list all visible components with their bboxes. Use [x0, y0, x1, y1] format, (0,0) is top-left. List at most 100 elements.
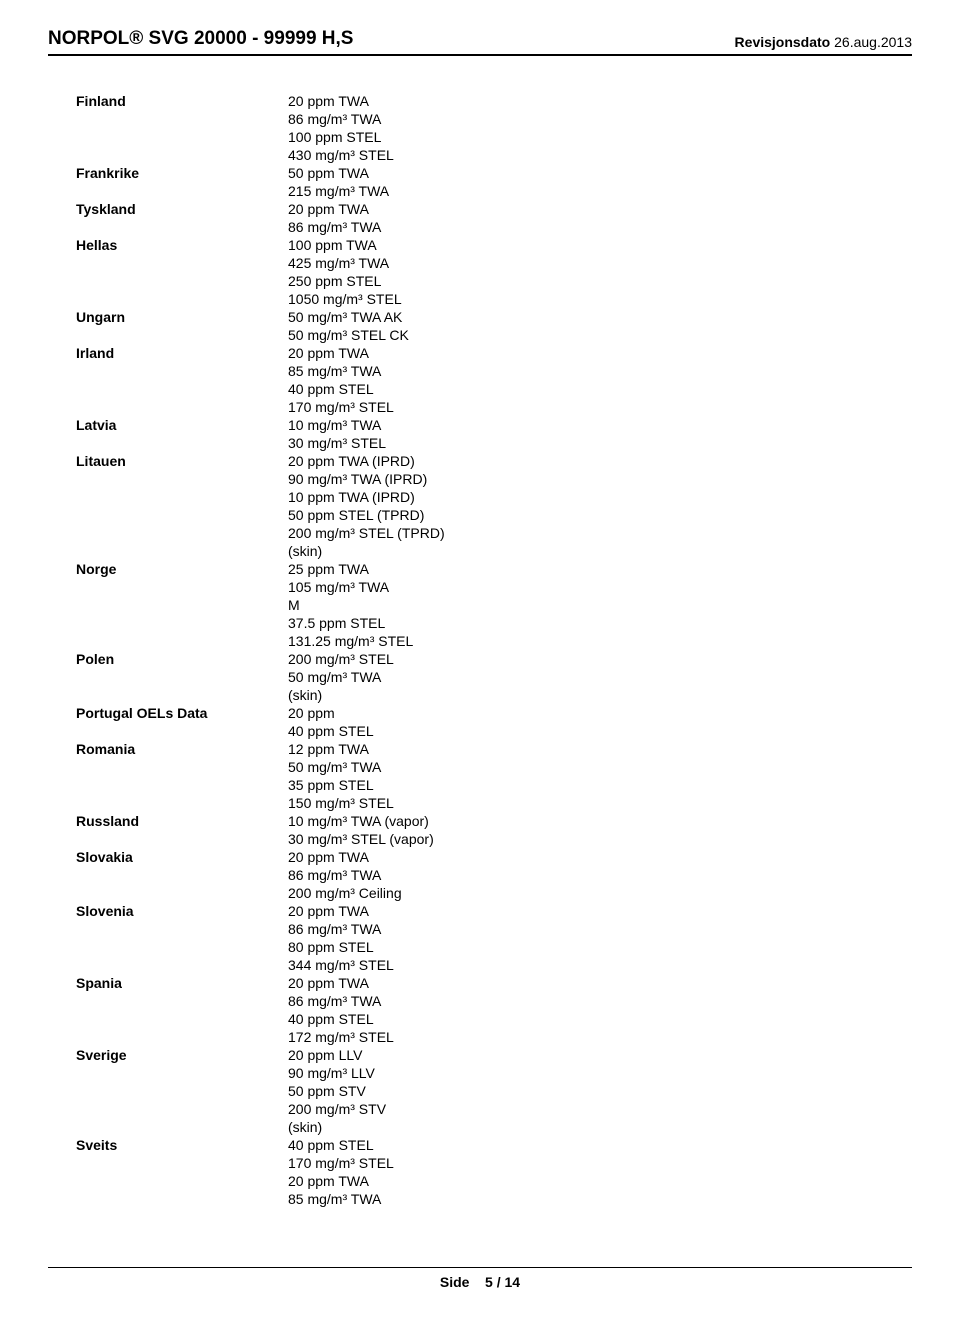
revision-date: Revisjonsdato 26.aug.2013: [735, 34, 912, 50]
values-cell: 50 ppm TWA215 mg/m³ TWA: [288, 164, 389, 200]
table-row: Hellas100 ppm TWA425 mg/m³ TWA250 ppm ST…: [76, 236, 912, 308]
value-line: 50 mg/m³ TWA: [288, 758, 394, 776]
page-sep: /: [497, 1274, 501, 1290]
value-line: 40 ppm STEL: [288, 1010, 394, 1028]
value-line: 40 ppm STEL: [288, 722, 374, 740]
value-line: 12 ppm TWA: [288, 740, 394, 758]
country-label: Romania: [76, 740, 288, 758]
table-row: Sveits40 ppm STEL170 mg/m³ STEL20 ppm TW…: [76, 1136, 912, 1208]
value-line: 10 mg/m³ TWA: [288, 416, 386, 434]
value-line: 344 mg/m³ STEL: [288, 956, 394, 974]
country-label: Finland: [76, 92, 288, 110]
values-cell: 20 ppm TWA86 mg/m³ TWA40 ppm STEL172 mg/…: [288, 974, 394, 1046]
values-cell: 10 mg/m³ TWA (vapor)30 mg/m³ STEL (vapor…: [288, 812, 434, 848]
value-line: 10 ppm TWA (IPRD): [288, 488, 445, 506]
value-line: 20 ppm TWA: [288, 902, 394, 920]
value-line: 200 mg/m³ STV: [288, 1100, 386, 1118]
value-line: 105 mg/m³ TWA: [288, 578, 413, 596]
country-label: Hellas: [76, 236, 288, 254]
country-label: Spania: [76, 974, 288, 992]
value-line: 172 mg/m³ STEL: [288, 1028, 394, 1046]
value-line: 25 ppm TWA: [288, 560, 413, 578]
value-line: 80 ppm STEL: [288, 938, 394, 956]
value-line: 90 mg/m³ TWA (IPRD): [288, 470, 445, 488]
table-row: Russland10 mg/m³ TWA (vapor)30 mg/m³ STE…: [76, 812, 912, 848]
country-label: Tyskland: [76, 200, 288, 218]
table-row: Irland20 ppm TWA85 mg/m³ TWA40 ppm STEL1…: [76, 344, 912, 416]
value-line: 20 ppm TWA: [288, 848, 402, 866]
value-line: 20 ppm TWA: [288, 974, 394, 992]
revision-date-value: 26.aug.2013: [834, 34, 912, 50]
country-label: Frankrike: [76, 164, 288, 182]
value-line: 425 mg/m³ TWA: [288, 254, 402, 272]
value-line: 20 ppm TWA: [288, 200, 381, 218]
country-label: Slovakia: [76, 848, 288, 866]
country-label: Irland: [76, 344, 288, 362]
table-row: Norge25 ppm TWA105 mg/m³ TWAM37.5 ppm ST…: [76, 560, 912, 650]
value-line: 40 ppm STEL: [288, 1136, 394, 1154]
value-line: 200 mg/m³ STEL: [288, 650, 394, 668]
value-line: 50 mg/m³ STEL CK: [288, 326, 409, 344]
value-line: 170 mg/m³ STEL: [288, 1154, 394, 1172]
value-line: 50 ppm TWA: [288, 164, 389, 182]
table-row: Finland20 ppm TWA86 mg/m³ TWA100 ppm STE…: [76, 92, 912, 164]
values-cell: 50 mg/m³ TWA AK50 mg/m³ STEL CK: [288, 308, 409, 344]
country-label: Litauen: [76, 452, 288, 470]
revision-label: Revisjonsdato: [735, 34, 831, 50]
value-line: 30 mg/m³ STEL (vapor): [288, 830, 434, 848]
country-label: Slovenia: [76, 902, 288, 920]
table-row: Sverige20 ppm LLV90 mg/m³ LLV50 ppm STV2…: [76, 1046, 912, 1136]
value-line: 100 ppm TWA: [288, 236, 402, 254]
values-cell: 20 ppm LLV90 mg/m³ LLV50 ppm STV200 mg/m…: [288, 1046, 386, 1136]
country-label: Sveits: [76, 1136, 288, 1154]
value-line: 85 mg/m³ TWA: [288, 1190, 394, 1208]
value-line: 85 mg/m³ TWA: [288, 362, 394, 380]
value-line: (skin): [288, 1118, 386, 1136]
page-footer: Side 5 / 14: [0, 1267, 960, 1290]
value-line: 20 ppm TWA: [288, 1172, 394, 1190]
value-line: 215 mg/m³ TWA: [288, 182, 389, 200]
table-row: Frankrike50 ppm TWA215 mg/m³ TWA: [76, 164, 912, 200]
footer-rule: [48, 1267, 912, 1268]
value-line: 35 ppm STEL: [288, 776, 394, 794]
country-label: Portugal OELs Data: [76, 704, 288, 722]
values-cell: 10 mg/m³ TWA30 mg/m³ STEL: [288, 416, 386, 452]
values-cell: 20 ppm TWA85 mg/m³ TWA40 ppm STEL170 mg/…: [288, 344, 394, 416]
value-line: 250 ppm STEL: [288, 272, 402, 290]
value-line: 86 mg/m³ TWA: [288, 866, 402, 884]
value-line: 30 mg/m³ STEL: [288, 434, 386, 452]
values-cell: 20 ppm TWA86 mg/m³ TWA: [288, 200, 381, 236]
value-line: 20 ppm TWA (IPRD): [288, 452, 445, 470]
value-line: 20 ppm: [288, 704, 374, 722]
value-line: 20 ppm TWA: [288, 92, 394, 110]
value-line: 86 mg/m³ TWA: [288, 110, 394, 128]
table-row: Tyskland20 ppm TWA86 mg/m³ TWA: [76, 200, 912, 236]
table-row: Slovenia20 ppm TWA86 mg/m³ TWA80 ppm STE…: [76, 902, 912, 974]
table-row: Slovakia20 ppm TWA86 mg/m³ TWA200 mg/m³ …: [76, 848, 912, 902]
value-line: 170 mg/m³ STEL: [288, 398, 394, 416]
table-row: Ungarn50 mg/m³ TWA AK50 mg/m³ STEL CK: [76, 308, 912, 344]
value-line: 50 ppm STV: [288, 1082, 386, 1100]
value-line: 100 ppm STEL: [288, 128, 394, 146]
value-line: 90 mg/m³ LLV: [288, 1064, 386, 1082]
values-cell: 200 mg/m³ STEL50 mg/m³ TWA(skin): [288, 650, 394, 704]
value-line: 150 mg/m³ STEL: [288, 794, 394, 812]
country-label: Ungarn: [76, 308, 288, 326]
value-line: 40 ppm STEL: [288, 380, 394, 398]
value-line: 50 mg/m³ TWA: [288, 668, 394, 686]
page-header: NORPOL® SVG 20000 - 99999 H,S Revisjonsd…: [48, 28, 912, 56]
value-line: 1050 mg/m³ STEL: [288, 290, 402, 308]
document-title: NORPOL® SVG 20000 - 99999 H,S: [48, 28, 353, 50]
page-current: 5: [485, 1274, 493, 1290]
values-cell: 20 ppm40 ppm STEL: [288, 704, 374, 740]
country-label: Norge: [76, 560, 288, 578]
values-cell: 20 ppm TWA86 mg/m³ TWA100 ppm STEL430 mg…: [288, 92, 394, 164]
values-cell: 25 ppm TWA105 mg/m³ TWAM37.5 ppm STEL131…: [288, 560, 413, 650]
value-line: 86 mg/m³ TWA: [288, 920, 394, 938]
value-line: 20 ppm TWA: [288, 344, 394, 362]
table-row: Litauen20 ppm TWA (IPRD)90 mg/m³ TWA (IP…: [76, 452, 912, 560]
country-label: Polen: [76, 650, 288, 668]
value-line: (skin): [288, 542, 445, 560]
table-row: Latvia10 mg/m³ TWA30 mg/m³ STEL: [76, 416, 912, 452]
value-line: 200 mg/m³ Ceiling: [288, 884, 402, 902]
